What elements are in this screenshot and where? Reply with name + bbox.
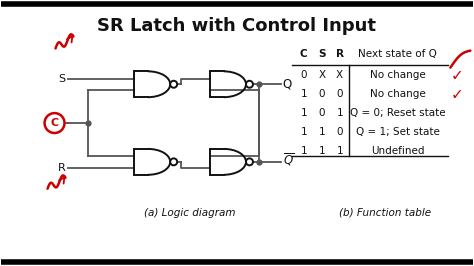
Text: Q = 1; Set state: Q = 1; Set state [356, 127, 439, 137]
Text: ✓: ✓ [450, 68, 463, 83]
Circle shape [246, 158, 253, 165]
Text: C: C [50, 118, 59, 128]
Text: 1: 1 [301, 89, 307, 99]
Text: 0: 0 [337, 127, 343, 137]
Text: R: R [58, 163, 65, 173]
Text: 1: 1 [337, 108, 343, 118]
Text: $\overline{Q}$: $\overline{Q}$ [283, 152, 294, 168]
Text: S: S [318, 49, 326, 59]
Text: 1: 1 [319, 146, 325, 156]
Text: Q = 0; Reset state: Q = 0; Reset state [350, 108, 446, 118]
Text: 1: 1 [301, 127, 307, 137]
Text: 0: 0 [337, 89, 343, 99]
Circle shape [170, 158, 177, 165]
Text: No change: No change [370, 89, 425, 99]
Text: C: C [300, 49, 308, 59]
Text: Q: Q [283, 78, 292, 91]
Text: 0: 0 [319, 108, 325, 118]
Text: 1: 1 [301, 108, 307, 118]
Text: R: R [336, 49, 344, 59]
Text: No change: No change [370, 70, 425, 80]
Text: 0: 0 [301, 70, 307, 80]
Text: 0: 0 [319, 89, 325, 99]
Text: (a) Logic diagram: (a) Logic diagram [145, 207, 236, 218]
Circle shape [170, 81, 177, 88]
Text: X: X [318, 70, 325, 80]
Text: S: S [58, 73, 65, 84]
Circle shape [45, 113, 64, 133]
Text: 1: 1 [337, 146, 343, 156]
Text: Next state of Q: Next state of Q [358, 49, 437, 59]
Text: X: X [336, 70, 343, 80]
Text: SR Latch with Control Input: SR Latch with Control Input [98, 16, 376, 35]
Text: Undefined: Undefined [371, 146, 424, 156]
Text: 1: 1 [301, 146, 307, 156]
Text: 1: 1 [319, 127, 325, 137]
Text: ✓: ✓ [450, 87, 463, 102]
Circle shape [246, 81, 253, 88]
Text: (b) Function table: (b) Function table [338, 207, 430, 218]
